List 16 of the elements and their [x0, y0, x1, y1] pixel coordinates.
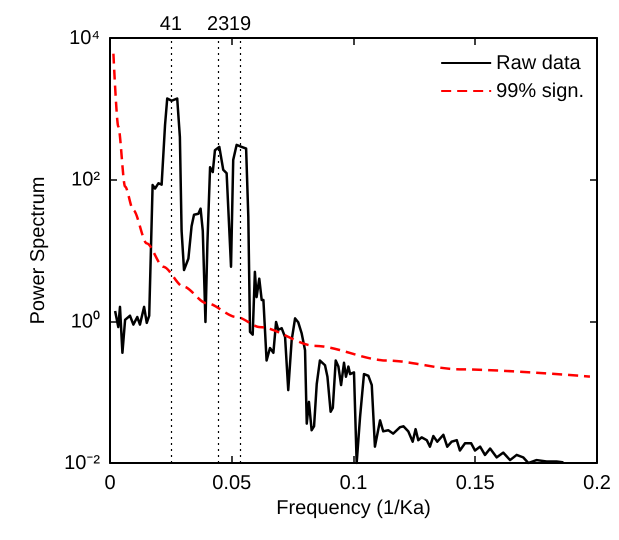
y-tick-label: 10⁻² [64, 452, 100, 474]
annotation: 23 [206, 13, 230, 35]
y-axis-title: Power Spectrum [27, 176, 49, 324]
x-tick-label: 0.1 [340, 472, 368, 494]
x-tick-label: 0 [104, 472, 116, 494]
y-tick-label: 10⁰ [70, 309, 100, 332]
x-tick-label: 0.15 [456, 472, 495, 494]
annotation: 19 [228, 13, 252, 35]
y-tick-label: 10² [71, 168, 100, 191]
y-tick-label: 10⁴ [69, 27, 100, 49]
legend-label: 99% sign. [496, 80, 584, 102]
x-tick-label: 0.05 [212, 472, 252, 494]
annotation: 41 [160, 13, 182, 35]
x-tick-label: 0.2 [583, 472, 611, 494]
x-axis-title: Frequency (1/Ka) [276, 496, 431, 519]
legend-label: Raw data [496, 52, 582, 74]
